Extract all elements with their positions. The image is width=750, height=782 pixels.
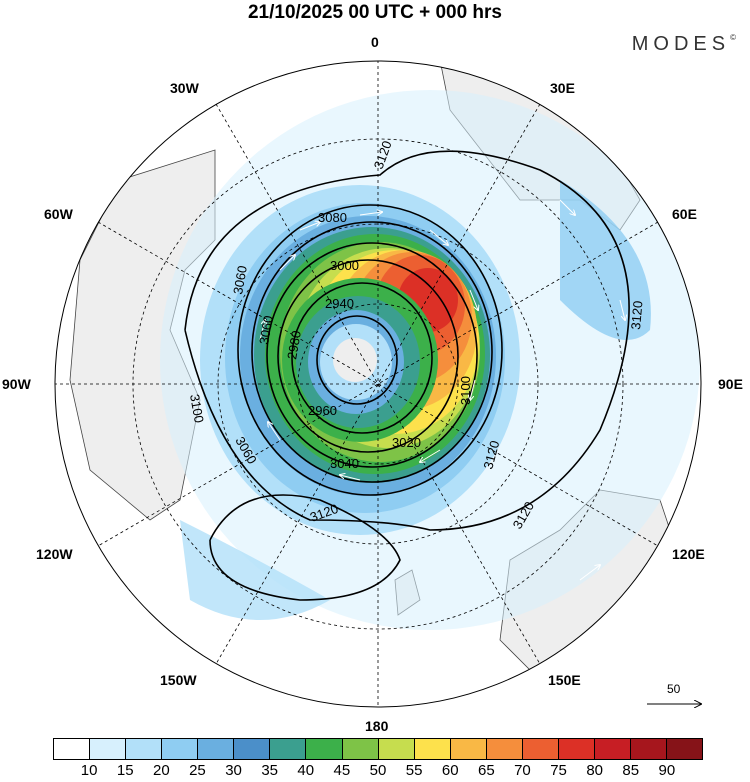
contour-label: 3120	[628, 300, 645, 330]
lon-label-60w: 60W	[44, 206, 73, 222]
lon-label-120w: 120W	[36, 546, 73, 562]
colorbar-swatch	[450, 739, 487, 759]
lon-label-0: 0	[371, 34, 379, 50]
contour-label: 3120	[480, 439, 502, 471]
colorbar-tick-label: 30	[225, 762, 242, 779]
contour-label: 2960	[308, 403, 337, 418]
colorbar-tick-label: 10	[80, 762, 98, 779]
colorbar-swatch	[306, 739, 343, 759]
colorbar-swatch	[270, 739, 307, 759]
colorbar-swatch	[558, 739, 595, 759]
lon-label-150w: 150W	[160, 672, 197, 688]
colorbar-tick-label: 45	[333, 762, 351, 779]
colorbar-labels: 10 15 20 25 30 35 40 45 50 55 60 65 70 75 80 85 90	[53, 762, 703, 782]
colorbar-tick-label: 90	[658, 762, 676, 779]
contour-label: 3060	[230, 264, 250, 295]
lon-label-90w: 90W	[2, 376, 31, 392]
colorbar-swatch	[594, 739, 631, 759]
colorbar-tick-label: 35	[261, 762, 278, 779]
colorbar	[53, 738, 703, 760]
contour-label: 3100	[458, 376, 473, 405]
map-title: 21/10/2025 00 UTC + 000 hrs	[247, 2, 503, 23]
map-boundary	[54, 60, 702, 708]
colorbar-tick-label: 40	[297, 762, 315, 779]
colorbar-tick-label: 60	[441, 762, 459, 779]
colorbar-swatch	[162, 739, 199, 759]
lon-label-30e: 30E	[550, 80, 575, 96]
contour-label: 3060	[256, 314, 276, 345]
colorbar-tick-label: 20	[152, 762, 170, 779]
contour-label: 3100	[187, 393, 207, 424]
contour-label: 3020	[392, 435, 421, 450]
contour-label: 3080	[318, 210, 347, 225]
colorbar-swatch	[234, 739, 271, 759]
colorbar-swatch	[631, 739, 668, 759]
colorbar-tick-label: 50	[369, 762, 387, 779]
contour-label: 3000	[330, 258, 359, 273]
lon-label-150e: 150E	[548, 672, 581, 688]
contour-label: 2980	[284, 329, 304, 360]
colorbar-tick-label: 25	[189, 762, 206, 779]
colorbar-swatch	[90, 739, 127, 759]
lon-label-180: 180	[365, 718, 389, 734]
colorbar-tick-label: 55	[405, 762, 423, 779]
contour-label: 3040	[330, 456, 359, 471]
lon-label-120e: 120E	[672, 546, 705, 562]
colorbar-tick-label: 15	[116, 762, 134, 779]
colorbar-swatch	[54, 739, 91, 759]
colorbar-tick-label: 65	[477, 762, 495, 779]
colorbar-tick-label: 70	[514, 762, 531, 779]
colorbar-swatch	[378, 739, 415, 759]
wind-speed-shading	[160, 90, 700, 630]
colorbar-swatch	[414, 739, 451, 759]
colorbar-swatch	[342, 739, 379, 759]
colorbar-swatch	[522, 739, 559, 759]
colorbar-swatch	[198, 739, 235, 759]
wind-reference-vector: 50	[645, 682, 705, 712]
lon-label-30w: 30W	[170, 80, 199, 96]
wind-vectors	[259, 199, 625, 581]
lon-label-60e: 60E	[672, 206, 697, 222]
wind-reference-label: 50	[667, 682, 681, 696]
reference-arrow-icon	[647, 682, 705, 712]
contour-label: 2940	[325, 296, 354, 311]
colorbar-tick-label: 75	[550, 762, 567, 779]
graticule	[55, 61, 701, 707]
colorbar-tick-label: 80	[586, 762, 603, 779]
lon-label-90e: 90E	[718, 376, 743, 392]
colorbar-swatch	[126, 739, 163, 759]
colorbar-tick-label: 85	[622, 762, 640, 779]
brand-logo: MODES©	[631, 33, 736, 55]
colorbar-swatch	[486, 739, 523, 759]
colorbar-swatch	[667, 739, 703, 759]
